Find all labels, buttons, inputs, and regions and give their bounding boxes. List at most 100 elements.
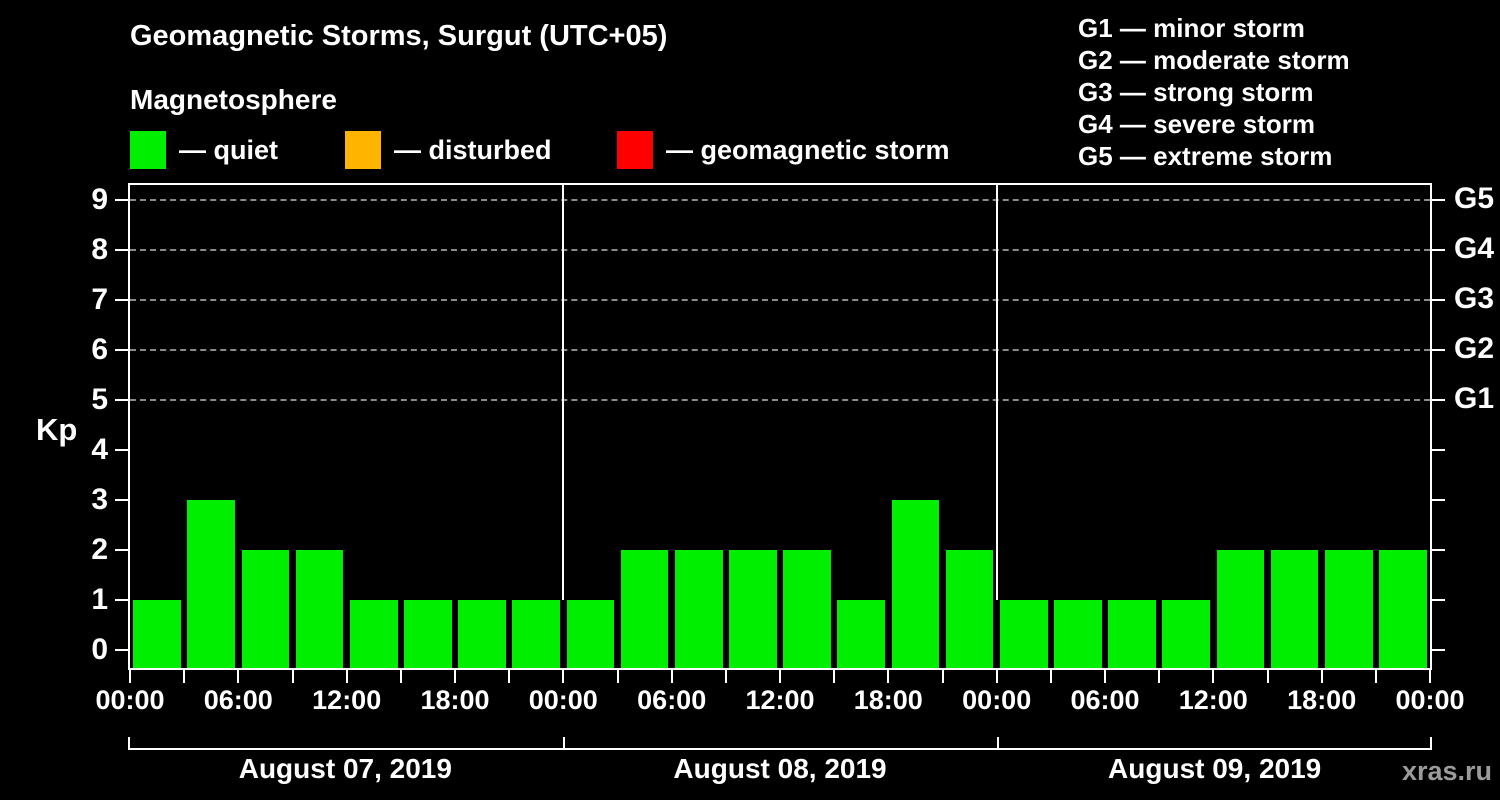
legend-label-disturbed: — disturbed: [394, 134, 552, 165]
x-axis-tick: [1429, 670, 1431, 683]
g-level-label: G2: [1454, 332, 1495, 365]
x-tick-label: 18:00: [1287, 685, 1357, 715]
right-axis-tick: [1432, 499, 1445, 501]
storm-scale-legend: G1 — minor storm G2 — moderate storm G3 …: [1078, 12, 1350, 172]
kp-bar: [620, 550, 669, 668]
kp-bar: [1054, 600, 1102, 668]
y-axis-tick: [115, 199, 128, 201]
g2-scale-line: G2 — moderate storm: [1078, 45, 1350, 75]
g5-scale-line: G5 — extreme storm: [1078, 141, 1333, 171]
right-axis-tick: [1432, 599, 1445, 601]
x-axis-tick: [941, 670, 944, 683]
y-tick-label: 6: [91, 333, 108, 366]
x-axis-tick: [995, 670, 998, 683]
x-axis-tick: [291, 670, 294, 683]
y-tick-label: 1: [91, 583, 108, 616]
kp-bar: [674, 550, 723, 668]
bracket-tick: [1430, 737, 1432, 748]
x-tick-label: 00:00: [1395, 685, 1465, 715]
x-axis-tick: [183, 670, 186, 683]
y-axis-tick: [115, 399, 128, 401]
kp-bar: [999, 600, 1048, 668]
kp-bar: [729, 550, 777, 668]
x-tick-label: 18:00: [853, 685, 923, 715]
kp-bar: [837, 600, 886, 668]
legend-label-quiet: — quiet: [179, 134, 278, 165]
legend-item-disturbed: — disturbed: [345, 131, 552, 169]
date-label: August 08, 2019: [673, 753, 887, 784]
right-axis-tick: [1432, 199, 1445, 201]
x-tick-label: 12:00: [312, 685, 382, 715]
kp-bar: [1216, 550, 1265, 668]
x-axis-tick: [1320, 670, 1323, 683]
storm-color-swatch: [617, 131, 653, 169]
right-axis-tick: [1432, 399, 1445, 401]
x-axis-tick: [399, 670, 402, 683]
day-bracket: [128, 737, 1432, 750]
g3-scale-line: G3 — strong storm: [1078, 77, 1314, 107]
y-tick-label: 7: [91, 283, 108, 316]
x-tick-label: 06:00: [203, 685, 273, 715]
x-axis-tick: [724, 670, 727, 683]
day-separator: [995, 185, 998, 600]
g4-scale-line: G4 — severe storm: [1078, 109, 1316, 139]
grid-line-kp9: [130, 199, 1430, 201]
x-axis-tick: [508, 670, 511, 683]
y-tick-label: 2: [91, 533, 108, 566]
date-labels: August 07, 2019 August 08, 2019 August 09,…: [128, 753, 1432, 789]
g-level-label: G4: [1454, 232, 1495, 265]
g-level-label: G1: [1454, 382, 1495, 415]
grid-line-kp7: [130, 299, 1430, 301]
y-tick-label: 5: [91, 383, 108, 416]
y-axis-tick: [115, 599, 128, 601]
right-axis-tick: [1432, 299, 1445, 301]
x-tick-label: 12:00: [1178, 685, 1248, 715]
kp-bar: [1162, 600, 1211, 668]
x-tick-label: 06:00: [1070, 685, 1140, 715]
right-axis-tick: [1432, 349, 1445, 351]
x-axis-tick: [616, 670, 619, 683]
legend-item-storm: — geomagnetic storm: [617, 131, 950, 169]
day-separator: [562, 185, 565, 600]
x-axis-tick: [887, 670, 890, 683]
kp-bar: [241, 550, 290, 668]
plot-area: 0 1 2 3 4 5 6 7 8 9 G1 G2 G3 G4 G5 00:00 06:00 12:00 18:00…: [91, 182, 1494, 715]
y-axis-tick: [115, 249, 128, 251]
y-axis-tick: [115, 549, 128, 551]
bracket-tick: [997, 737, 1000, 748]
y-tick-label: 8: [91, 233, 108, 266]
kp-bar-partial: [1415, 550, 1427, 668]
kp-bar: [187, 500, 236, 668]
y-axis-tick: [115, 499, 128, 501]
x-tick-label: 12:00: [745, 685, 815, 715]
y-tick-label: 4: [91, 433, 108, 466]
right-axis-tick: [1432, 249, 1445, 251]
y-axis-tick: [115, 449, 128, 451]
right-axis-tick: [1432, 649, 1445, 651]
kp-bar: [349, 600, 398, 668]
x-axis-tick: [1104, 670, 1106, 683]
kp-bar: [295, 550, 344, 668]
kp-bar: [133, 600, 181, 668]
bracket-tick: [128, 737, 130, 748]
x-axis-tick: [454, 670, 456, 683]
y-axis-tick: [115, 349, 128, 351]
bracket-tick: [562, 737, 565, 748]
watermark-link[interactable]: xras.ru: [1401, 756, 1492, 786]
x-axis-tick: [1374, 670, 1377, 683]
x-axis-tick: [345, 670, 348, 683]
x-axis-tick: [1049, 670, 1052, 683]
quiet-color-swatch: [130, 131, 166, 169]
date-label: August 09, 2019: [1108, 753, 1322, 784]
x-tick-label: 06:00: [637, 685, 707, 715]
date-label: August 07, 2019: [238, 753, 452, 784]
kp-bar: [458, 600, 506, 668]
y-axis-title: Kp: [36, 412, 78, 447]
grid-line-kp6: [130, 349, 1430, 351]
y-axis-tick: [115, 299, 128, 301]
x-axis-tick: [779, 670, 781, 683]
y-tick-label: 0: [91, 633, 108, 666]
kp-bar: [891, 500, 940, 668]
x-tick-label: 00:00: [962, 685, 1032, 715]
x-axis-tick: [833, 670, 836, 683]
